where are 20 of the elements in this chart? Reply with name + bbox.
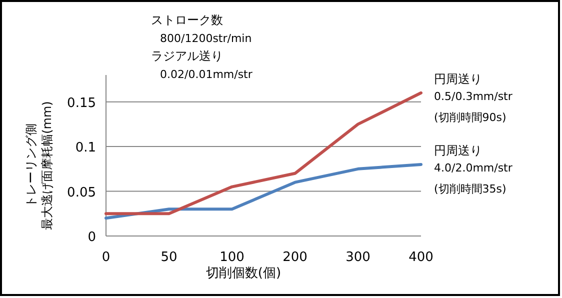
x-tick-label: 200 [282,250,308,265]
y-axis-title: トレーリング側最大逃げ面摩耗幅(mm) [24,101,54,230]
y-tick-label: 0.15 [67,96,96,111]
line-series [104,162,422,220]
series-label: 円周送り 4.0/2.0mm/str (切削時間35s) [434,143,513,196]
x-tick-label: 0 [102,250,110,265]
annotation: 0.02/0.01mm/str [160,68,253,81]
text: ストローク数 [151,13,223,27]
x-tick-label: 50 [160,250,178,265]
x-tick-label: 300 [346,250,370,265]
y-tick-label: 0 [88,230,96,245]
x-tick-label: 100 [220,250,244,265]
x-axis-title: 切削個数(個) [206,266,282,281]
y-tick-label: 0.1 [75,140,96,156]
y-tick-label: 0.05 [67,185,96,200]
line-series [104,91,422,216]
x-tick-label: 400 [408,250,434,265]
series-label: 円周送り 0.5/0.3mm/str (切削時間90s) [434,72,513,124]
text: 800/1200str/min [160,32,252,45]
text: ラジアル送り [151,49,223,63]
